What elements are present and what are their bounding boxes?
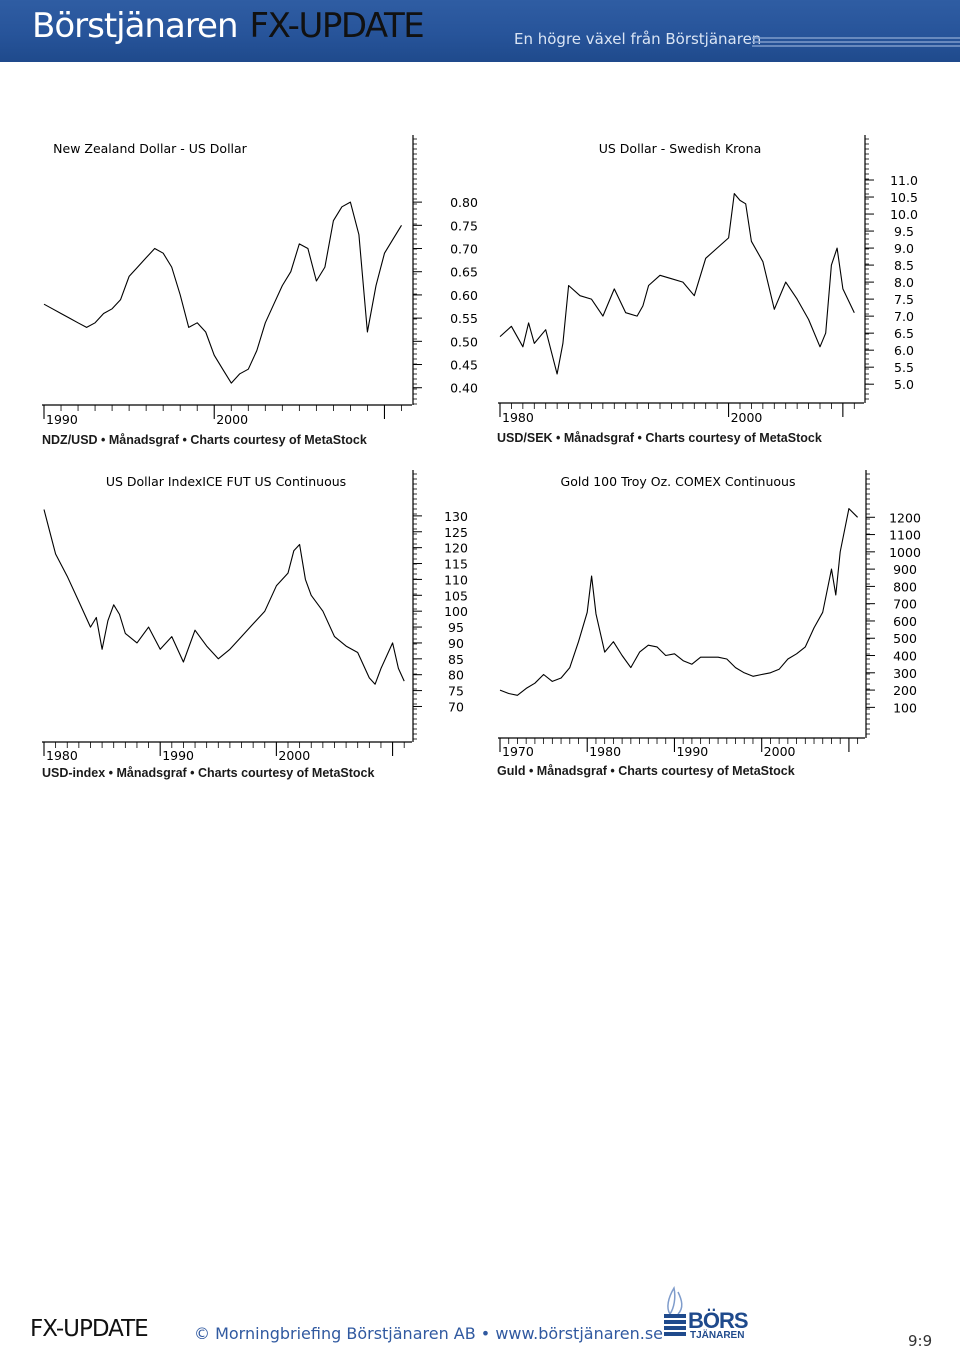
y-tick-label: 0.70	[450, 242, 478, 257]
y-tick-label: 80	[448, 668, 464, 683]
y-tick-label: 6.5	[894, 326, 914, 341]
y-tick-label: 120	[444, 541, 468, 556]
y-tick-label: 7.5	[894, 292, 914, 307]
chart-caption: NDZ/USD • Månadsgraf • Charts courtesy o…	[42, 433, 367, 447]
chart-usdsek-svg: US Dollar - Swedish Krona 11.0 10.5 10.0 9.5…	[498, 135, 918, 425]
series-line	[499, 508, 858, 696]
y-tick-label: 900	[893, 562, 917, 577]
y-tick-label: 0.80	[450, 195, 478, 210]
y-tick-label: 130	[444, 509, 468, 524]
y-tick-label: 10.0	[890, 207, 918, 222]
borstjanaren-logo: BÖRS TJÄNAREN	[660, 1284, 762, 1342]
series-line	[499, 193, 855, 375]
y-tick-label: 11.0	[890, 173, 918, 188]
y-tick-label: 125	[444, 525, 468, 540]
chart-nzdusd: New Zealand Dollar - US Dollar 0.80 0.75 0.…	[0, 125, 480, 455]
footer-product: FX-UPDATE	[30, 1316, 149, 1342]
y-tick-label: 70	[448, 699, 464, 714]
y-tick-label: 400	[893, 649, 917, 664]
x-tick-label: 1970	[502, 744, 534, 759]
chart-caption: USD-index • Månadsgraf • Charts courtesy…	[42, 766, 375, 780]
chart-gold: Gold 100 Troy Oz. COMEX Continuous 1200 11…	[480, 460, 960, 790]
chart-title: New Zealand Dollar - US Dollar	[53, 141, 248, 156]
x-tick-label: 1990	[676, 744, 708, 759]
x-tick-label: 1990	[46, 412, 78, 427]
y-tick-label: 100	[893, 700, 917, 715]
page-header: Börstjänaren FX-UPDATE En högre växel frå…	[0, 0, 960, 62]
y-tick-label: 1000	[889, 545, 921, 560]
chart-usdsek: US Dollar - Swedish Krona 11.0 10.5 10.0 9.5…	[480, 125, 960, 455]
chart-caption: USD/SEK • Månadsgraf • Charts courtesy o…	[497, 431, 822, 445]
header-stripes	[752, 37, 960, 49]
y-tick-label: 8.0	[894, 275, 914, 290]
header-product: FX-UPDATE	[249, 6, 425, 46]
y-tick-label: 0.40	[450, 381, 478, 396]
header-brand-name: Börstjänaren	[32, 6, 239, 46]
chart-caption: Guld • Månadsgraf • Charts courtesy of M…	[497, 764, 795, 778]
y-tick-label: 0.65	[450, 265, 478, 280]
y-tick-label: 75	[448, 684, 464, 699]
y-tick-label: 0.75	[450, 218, 478, 233]
logo-text-bottom: TJÄNAREN	[690, 1330, 745, 1341]
x-tick-label: 1980	[502, 410, 534, 425]
chart-title: Gold 100 Troy Oz. COMEX Continuous	[561, 474, 796, 489]
y-tick-label: 700	[893, 597, 917, 612]
y-tick-label: 500	[893, 631, 917, 646]
series-line	[43, 201, 402, 384]
chart-title: US Dollar IndexICE FUT US Continuous	[106, 474, 346, 489]
chart-title: US Dollar - Swedish Krona	[599, 141, 762, 156]
x-tick-label: 2000	[731, 410, 763, 425]
y-tick-label: 600	[893, 614, 917, 629]
y-tick-label: 300	[893, 666, 917, 681]
y-tick-label: 200	[893, 683, 917, 698]
x-tick-label: 2000	[216, 412, 248, 427]
y-tick-label: 800	[893, 579, 917, 594]
y-tick-label: 0.60	[450, 288, 478, 303]
y-tick-label: 115	[444, 557, 468, 572]
x-tick-label: 1980	[46, 748, 78, 763]
chart-nzdusd-svg: New Zealand Dollar - US Dollar 0.80 0.75 0.…	[42, 135, 478, 427]
y-tick-label: 110	[444, 572, 468, 587]
y-tick-label: 85	[448, 652, 464, 667]
y-tick-label: 90	[448, 636, 464, 651]
y-tick-label: 8.5	[894, 258, 914, 273]
y-tick-label: 1100	[889, 528, 921, 543]
chart-gold-svg: Gold 100 Troy Oz. COMEX Continuous 1200 11…	[498, 470, 921, 759]
logo-mark	[664, 1285, 686, 1336]
y-tick-label: 105	[444, 588, 468, 603]
logo-text-top: BÖRS	[688, 1308, 749, 1333]
x-tick-label: 1990	[162, 748, 194, 763]
x-tick-label: 1980	[589, 744, 621, 759]
x-tick-label: 2000	[764, 744, 796, 759]
series-line	[43, 509, 405, 685]
footer-copyright: © Morningbriefing Börstjänaren AB • www.…	[194, 1324, 663, 1343]
y-tick-label: 9.5	[894, 224, 914, 239]
chart-usd-index-svg: US Dollar IndexICE FUT US Continuous1301…	[42, 470, 468, 763]
x-tick-label: 2000	[278, 748, 310, 763]
y-tick-label: 95	[448, 620, 464, 635]
y-tick-label: 5.0	[894, 377, 914, 392]
y-tick-label: 7.0	[894, 309, 914, 324]
y-tick-label: 0.55	[450, 311, 478, 326]
y-tick-label: 0.50	[450, 334, 478, 349]
page-number: 9:9	[908, 1332, 933, 1350]
y-tick-label: 0.45	[450, 358, 478, 373]
y-tick-label: 9.0	[894, 241, 914, 256]
y-tick-label: 1200	[889, 510, 921, 525]
chart-usd-index: US Dollar IndexICE FUT US Continuous 130 1…	[0, 460, 480, 790]
y-tick-label: 100	[444, 604, 468, 619]
header-tagline: En högre växel från Börstjänaren	[514, 30, 762, 48]
y-tick-label: 10.5	[890, 190, 918, 205]
y-tick-label: 5.5	[894, 360, 914, 375]
y-tick-label: 6.0	[894, 343, 914, 358]
header-brand: Börstjänaren FX-UPDATE	[32, 6, 425, 46]
